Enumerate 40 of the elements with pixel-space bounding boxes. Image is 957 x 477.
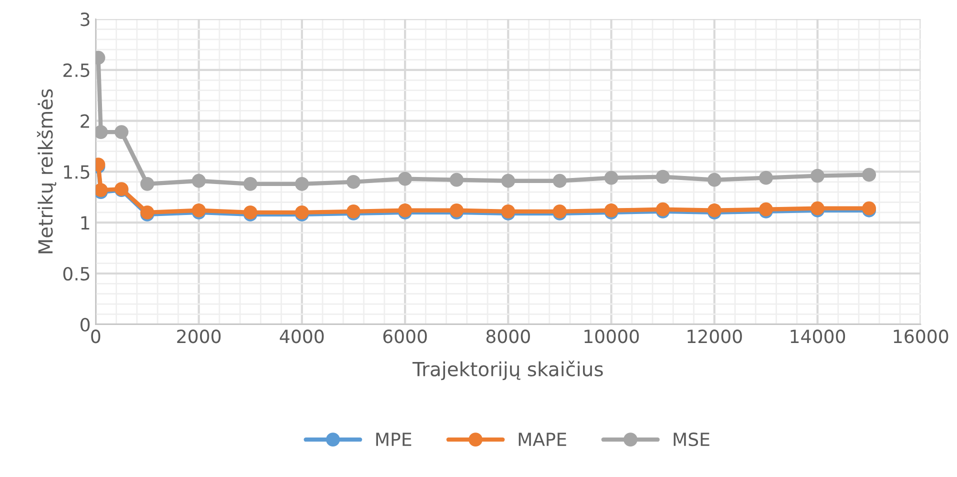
point [243, 176, 258, 191]
y-tick-label: 0 [80, 318, 90, 332]
legend-label: MPE [376, 432, 412, 446]
y-tick-label: 1 [81, 216, 90, 230]
point [398, 172, 412, 186]
point [450, 172, 464, 187]
y-tick-label: 2 [80, 114, 90, 128]
point [140, 205, 154, 220]
point [552, 174, 567, 188]
point [759, 170, 773, 185]
x-axis-title: Trajektorijų skaičius [412, 360, 603, 380]
y-tick-label: 2.5 [63, 63, 90, 78]
legend-label: MSE [674, 432, 710, 446]
point [862, 168, 876, 182]
point [346, 174, 360, 189]
point [114, 125, 128, 139]
point [707, 172, 722, 187]
point [294, 205, 309, 220]
x-tick-label: 6000 [383, 330, 427, 344]
x-tick-label: 0 [91, 330, 100, 344]
point [243, 205, 258, 220]
legend-label: MAPE [518, 432, 566, 446]
point [604, 170, 618, 185]
y-tick-label: 3 [80, 12, 90, 26]
point [294, 176, 309, 191]
point [140, 176, 154, 191]
x-tick-label: 16000 [894, 330, 948, 344]
point [501, 174, 516, 188]
x-tick-label: 12000 [688, 330, 742, 344]
x-tick-label: 4000 [280, 330, 324, 344]
x-tick-label: 14000 [790, 330, 846, 344]
point [810, 168, 824, 183]
x-tick-label: 2000 [177, 330, 221, 344]
x-tick-label: 10000 [584, 330, 639, 344]
point [656, 170, 670, 184]
x-tick-label: 8000 [486, 330, 530, 344]
y-tick-label: 0.5 [63, 266, 90, 281]
y-tick-label: 1.5 [64, 165, 90, 179]
point [192, 174, 206, 188]
y-axis-title: Metrikų reikšmės [36, 89, 56, 254]
